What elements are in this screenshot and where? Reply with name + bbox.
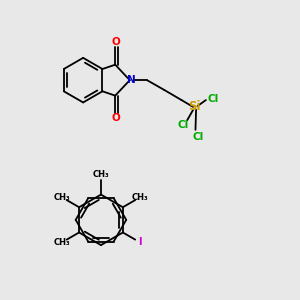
Text: I: I <box>138 237 142 247</box>
Text: CH₃: CH₃ <box>131 193 148 202</box>
Text: O: O <box>112 113 121 123</box>
Text: N: N <box>127 75 136 85</box>
Text: O: O <box>112 38 121 47</box>
Text: CH₃: CH₃ <box>54 193 70 202</box>
Text: Cl: Cl <box>193 132 204 142</box>
Text: Cl: Cl <box>177 120 188 130</box>
Text: CH₃: CH₃ <box>54 238 70 247</box>
Text: Cl: Cl <box>207 94 219 104</box>
Text: CH₃: CH₃ <box>93 170 109 179</box>
Text: Si: Si <box>188 100 201 113</box>
